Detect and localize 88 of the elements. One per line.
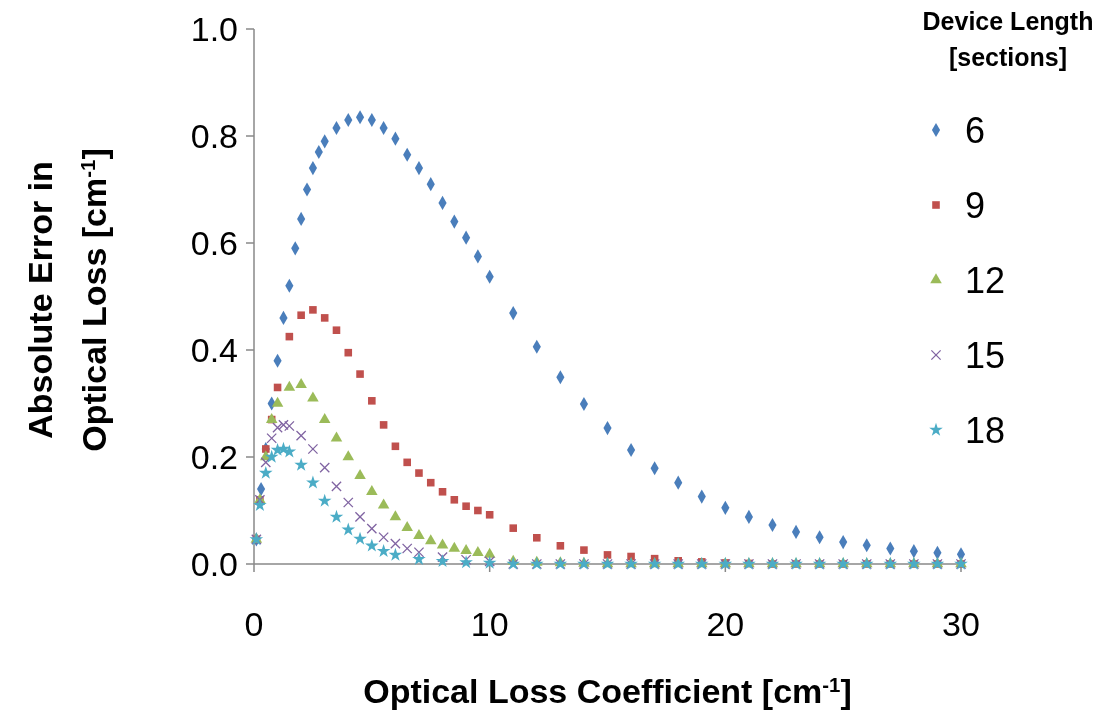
point bbox=[379, 421, 388, 429]
point bbox=[460, 554, 472, 565]
point bbox=[378, 531, 389, 543]
x-axis-title: Optical Loss Coefficient [cm$^{-1}$] bbox=[363, 672, 852, 710]
point bbox=[319, 462, 330, 473]
point bbox=[330, 431, 343, 442]
point bbox=[344, 348, 353, 357]
point bbox=[388, 547, 403, 561]
legend-title: Device Length [sections] bbox=[922, 7, 1094, 71]
point bbox=[450, 496, 459, 504]
point bbox=[261, 445, 270, 453]
y-tick-label: 1.0 bbox=[190, 9, 238, 48]
legend-label: 12 bbox=[965, 259, 1006, 301]
point bbox=[353, 531, 367, 545]
point bbox=[294, 457, 308, 471]
point bbox=[424, 534, 437, 545]
point bbox=[474, 506, 482, 515]
point bbox=[307, 391, 319, 402]
point bbox=[307, 443, 319, 455]
point bbox=[438, 487, 447, 496]
y-tick-label: 0.4 bbox=[190, 330, 238, 369]
point bbox=[403, 458, 411, 467]
point bbox=[354, 511, 366, 523]
point bbox=[331, 481, 342, 492]
legend-label: 15 bbox=[965, 334, 1006, 376]
point bbox=[264, 449, 279, 463]
legend-label: 9 bbox=[965, 184, 986, 226]
x-tick-label: 20 bbox=[706, 605, 745, 643]
point bbox=[278, 419, 289, 431]
point bbox=[401, 520, 413, 531]
point bbox=[485, 510, 494, 519]
point bbox=[401, 543, 413, 554]
y-tick-label: 0.2 bbox=[190, 437, 238, 476]
point bbox=[377, 498, 390, 509]
point bbox=[389, 510, 402, 521]
point bbox=[437, 551, 448, 563]
point bbox=[448, 541, 461, 552]
point bbox=[342, 497, 354, 508]
point bbox=[603, 551, 612, 559]
x-tick-label: 10 bbox=[470, 605, 509, 643]
point bbox=[413, 528, 425, 539]
point bbox=[332, 326, 341, 334]
point bbox=[260, 457, 272, 468]
point bbox=[317, 493, 332, 507]
point bbox=[306, 475, 320, 489]
point bbox=[459, 555, 473, 569]
point bbox=[426, 478, 435, 487]
point bbox=[556, 542, 565, 550]
point bbox=[627, 552, 635, 561]
point bbox=[580, 546, 588, 554]
point bbox=[295, 378, 307, 389]
point bbox=[318, 412, 331, 423]
point bbox=[533, 533, 541, 542]
point bbox=[309, 306, 317, 314]
point bbox=[356, 370, 364, 378]
point bbox=[295, 430, 307, 441]
x-tick-label: 30 bbox=[942, 605, 980, 643]
point bbox=[413, 546, 425, 558]
point bbox=[253, 497, 267, 511]
legend-label: 6 bbox=[965, 109, 986, 151]
point bbox=[258, 465, 273, 479]
point bbox=[329, 509, 344, 523]
point bbox=[462, 502, 470, 511]
y-tick-label: 0.8 bbox=[190, 116, 238, 155]
point bbox=[415, 469, 423, 477]
point bbox=[412, 552, 426, 565]
y-tick-label: 0.0 bbox=[190, 544, 238, 583]
point bbox=[342, 450, 355, 461]
point bbox=[271, 396, 284, 407]
point bbox=[368, 397, 376, 405]
point bbox=[376, 544, 391, 557]
point bbox=[283, 380, 296, 391]
point bbox=[266, 433, 277, 444]
point bbox=[472, 546, 484, 557]
point bbox=[366, 485, 378, 496]
point bbox=[436, 538, 449, 549]
point bbox=[366, 523, 378, 534]
x-tick-label: 0 bbox=[244, 605, 264, 643]
point bbox=[509, 524, 518, 532]
y-tick-label: 0.6 bbox=[190, 223, 238, 262]
point bbox=[354, 469, 366, 480]
point bbox=[390, 538, 401, 549]
point bbox=[297, 311, 305, 320]
point bbox=[320, 314, 329, 322]
legend-label: 18 bbox=[965, 409, 1006, 451]
point bbox=[460, 543, 472, 554]
point bbox=[435, 554, 450, 568]
point bbox=[341, 522, 356, 536]
